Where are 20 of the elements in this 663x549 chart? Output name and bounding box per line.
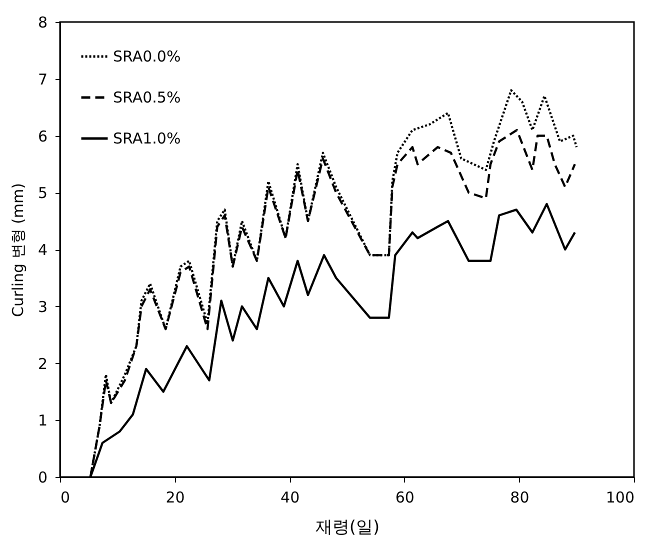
y-tick-label: 2: [38, 354, 48, 373]
y-tick-label: 5: [38, 184, 48, 202]
x-tick-label: 0: [60, 488, 70, 506]
x-tick-label: 60: [395, 488, 414, 506]
x-tick-label: 80: [510, 488, 530, 506]
legend-label: SRA1.0%: [113, 130, 181, 148]
y-axis-title: Curling 변형 (mm): [8, 183, 27, 317]
x-axis-title: 재령(일): [315, 518, 380, 538]
y-tick-label: 7: [38, 70, 48, 88]
legend-label: SRA0.0%: [113, 48, 181, 66]
y-tick-label: 3: [38, 298, 48, 316]
y-tick-label: 0: [38, 468, 48, 486]
x-tick-label: 20: [166, 488, 185, 506]
y-tick-label: 1: [38, 412, 48, 430]
y-tick-label: 4: [38, 241, 48, 259]
y-tick-label: 6: [38, 127, 48, 146]
legend-label: SRA0.5%: [113, 88, 181, 106]
x-tick-label: 40: [280, 488, 300, 506]
x-tick-label: 100: [606, 488, 634, 506]
y-tick-label: 8: [38, 14, 48, 32]
